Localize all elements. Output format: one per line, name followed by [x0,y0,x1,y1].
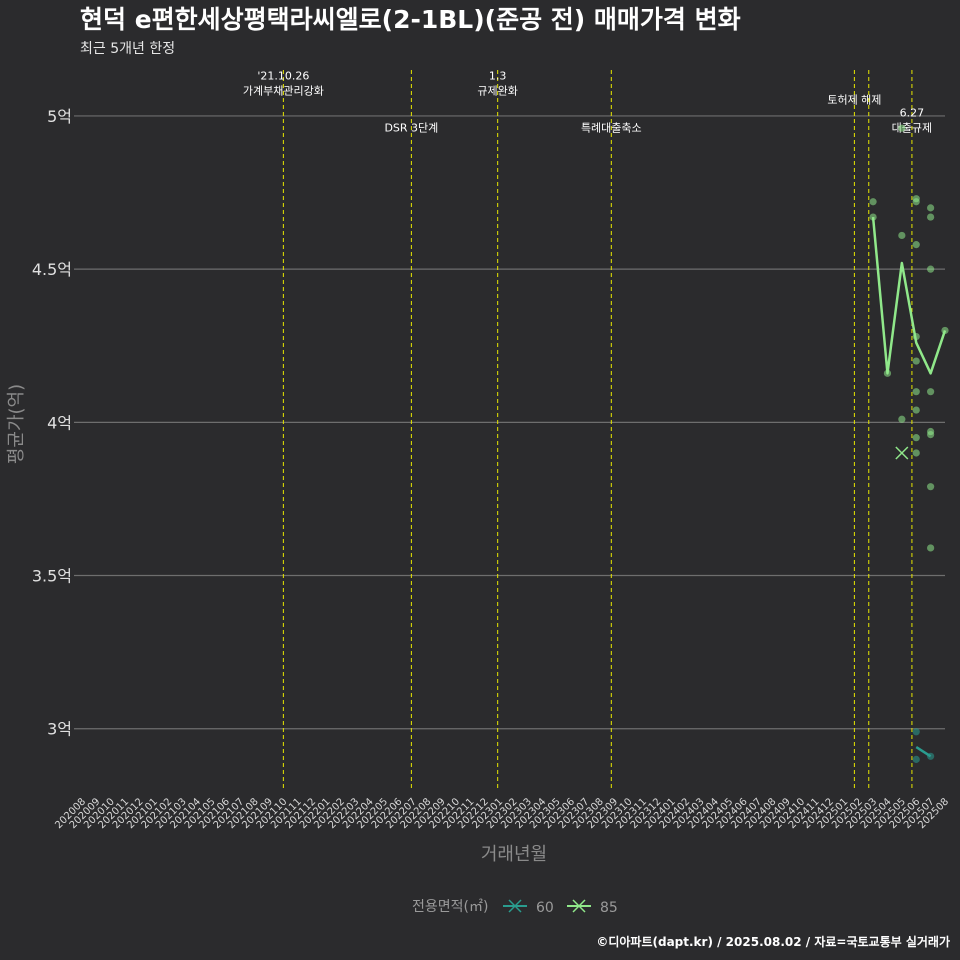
data-point-60 [913,756,920,763]
x-marker-85 [896,447,908,459]
data-point-85 [927,483,934,490]
data-point-85 [927,204,934,211]
data-point-85 [913,357,920,364]
data-point-85 [913,406,920,413]
data-point-85 [913,241,920,248]
y-tick-label: 4.5억 [32,260,72,279]
series-layer [869,125,948,763]
data-point-85 [913,388,920,395]
data-point-85 [913,434,920,441]
data-point-85 [941,327,948,334]
y-tick-label: 5억 [47,107,72,126]
y-axis: 3억 3.5억 4억 4.5억 5억 [32,107,72,739]
data-point-85 [884,370,891,377]
event-label: 특례대출축소 [581,121,642,134]
data-point-85 [898,416,905,423]
data-point-85 [927,213,934,220]
data-point-85 [869,213,876,220]
event-label: 1.3 [489,70,507,83]
legend-title: 전용면적(㎡) [412,899,488,915]
event-label: 6.27 [900,106,925,119]
series-line-85 [873,217,945,373]
source-caption: ©디아파트(dapt.kr) / 2025.08.02 / 자료=국토교통부 실… [596,934,950,949]
legend-label-85: 85 [600,900,618,916]
chart-title: 현덕 e편한세상평택라씨엘로(2-1BL)(준공 전) 매매가격 변화 [80,5,741,34]
event-label: 규제완화 [477,85,517,98]
chart: 현덕 e편한세상평택라씨엘로(2-1BL)(준공 전) 매매가격 변화 최근 5… [0,0,960,960]
event-label: '21.10.26 [257,70,309,83]
data-point-85 [927,388,934,395]
data-point-85 [913,449,920,456]
y-tick-label: 3.5억 [32,567,72,586]
legend: 전용면적(㎡) 60 85 [412,899,618,916]
x-axis: 2020082020092020102020112020122021012021… [53,796,951,831]
data-point-85 [927,544,934,551]
data-point-60 [913,728,920,735]
chart-subtitle: 최근 5개년 한정 [80,41,175,57]
data-point-85 [898,125,905,132]
event-label: 토허제 해제 [827,93,881,107]
event-label: 대출규제 [892,121,932,134]
data-point-85 [869,198,876,205]
data-point-85 [927,266,934,273]
data-point-85 [913,198,920,205]
data-point-85 [913,333,920,340]
legend-label-60: 60 [536,900,554,916]
grid [74,116,945,729]
event-label: 가계부채관리강화 [243,85,324,98]
data-point-85 [898,232,905,239]
y-tick-label: 3억 [47,720,72,739]
x-axis-title: 거래년월 [481,844,547,865]
data-point-60 [927,753,934,760]
data-point-85 [927,431,934,438]
event-label: DSR 3단계 [384,121,438,134]
y-axis-title: 평균가(억) [6,384,27,464]
y-tick-label: 4억 [47,413,72,432]
